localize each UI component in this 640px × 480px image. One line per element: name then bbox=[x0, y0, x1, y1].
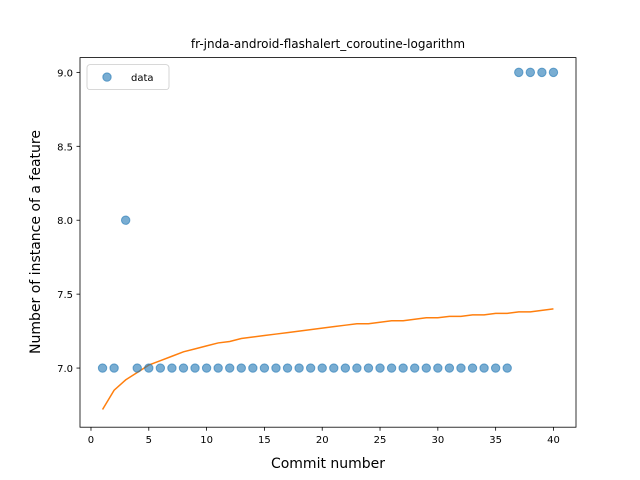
data-point bbox=[514, 67, 524, 78]
data-point bbox=[502, 363, 512, 373]
data-point bbox=[352, 363, 362, 373]
x-tick-label: 5 bbox=[146, 435, 152, 446]
data-point bbox=[259, 363, 270, 373]
data-point bbox=[178, 363, 189, 373]
data-point bbox=[225, 363, 235, 373]
data-point bbox=[201, 363, 212, 373]
data-point bbox=[271, 363, 281, 373]
legend-box bbox=[86, 64, 170, 90]
data-point bbox=[167, 363, 177, 373]
data-point bbox=[97, 363, 108, 373]
data-point bbox=[375, 363, 385, 373]
data-point bbox=[433, 363, 443, 373]
y-tick-label: 8.5 bbox=[57, 142, 73, 153]
x-tick-label: 15 bbox=[258, 435, 271, 446]
y-tick-label: 8.0 bbox=[57, 216, 73, 227]
data-point bbox=[155, 363, 166, 373]
x-tick-label: 40 bbox=[547, 435, 560, 446]
data-point bbox=[456, 363, 466, 373]
data-point bbox=[386, 363, 397, 373]
data-point bbox=[410, 363, 420, 373]
y-axis-label: Number of instance of a feature bbox=[28, 130, 44, 354]
data-point bbox=[421, 363, 431, 373]
chart-title: fr-jnda-android-flashalert_coroutine-log… bbox=[191, 37, 465, 51]
data-point bbox=[213, 363, 223, 373]
data-point bbox=[398, 363, 408, 373]
legend-label: data bbox=[131, 73, 154, 84]
data-point bbox=[317, 363, 327, 373]
x-tick-label: 35 bbox=[489, 435, 502, 446]
data-point bbox=[132, 363, 142, 373]
data-point bbox=[282, 363, 293, 373]
data-point bbox=[305, 363, 316, 373]
data-point bbox=[329, 363, 339, 373]
x-tick-label: 10 bbox=[200, 435, 213, 446]
data-point bbox=[490, 363, 501, 373]
data-point bbox=[525, 67, 536, 78]
data-point bbox=[467, 363, 478, 373]
fit-line bbox=[101, 308, 554, 410]
x-tick-label: 25 bbox=[374, 435, 387, 446]
data-point bbox=[340, 363, 351, 373]
x-tick-label: 20 bbox=[316, 435, 329, 446]
x-tick-label: 30 bbox=[431, 435, 444, 446]
data-point bbox=[109, 363, 119, 373]
data-point bbox=[248, 363, 258, 373]
y-tick-label: 7.5 bbox=[57, 290, 73, 301]
data-point bbox=[537, 67, 547, 78]
data-point bbox=[120, 215, 131, 225]
data-point bbox=[444, 363, 455, 373]
x-axis-label: Commit number bbox=[271, 456, 385, 472]
axes-frame bbox=[79, 57, 577, 428]
data-point bbox=[294, 363, 304, 373]
data-point bbox=[548, 67, 559, 78]
legend: data bbox=[86, 64, 170, 90]
y-tick-label: 9.0 bbox=[57, 68, 73, 79]
data-point bbox=[190, 363, 200, 373]
x-tick-label: 0 bbox=[88, 435, 94, 446]
y-tick-label: 7.0 bbox=[57, 364, 73, 375]
data-point bbox=[236, 363, 246, 373]
legend-marker bbox=[102, 72, 112, 82]
plot-area: 0 5 10 15 20 25 30 35 40 7.0 7.5 8.0 8.5 9.0 bbox=[57, 57, 577, 446]
data-point bbox=[479, 363, 489, 373]
data-point bbox=[144, 363, 154, 373]
data-point bbox=[363, 363, 374, 373]
